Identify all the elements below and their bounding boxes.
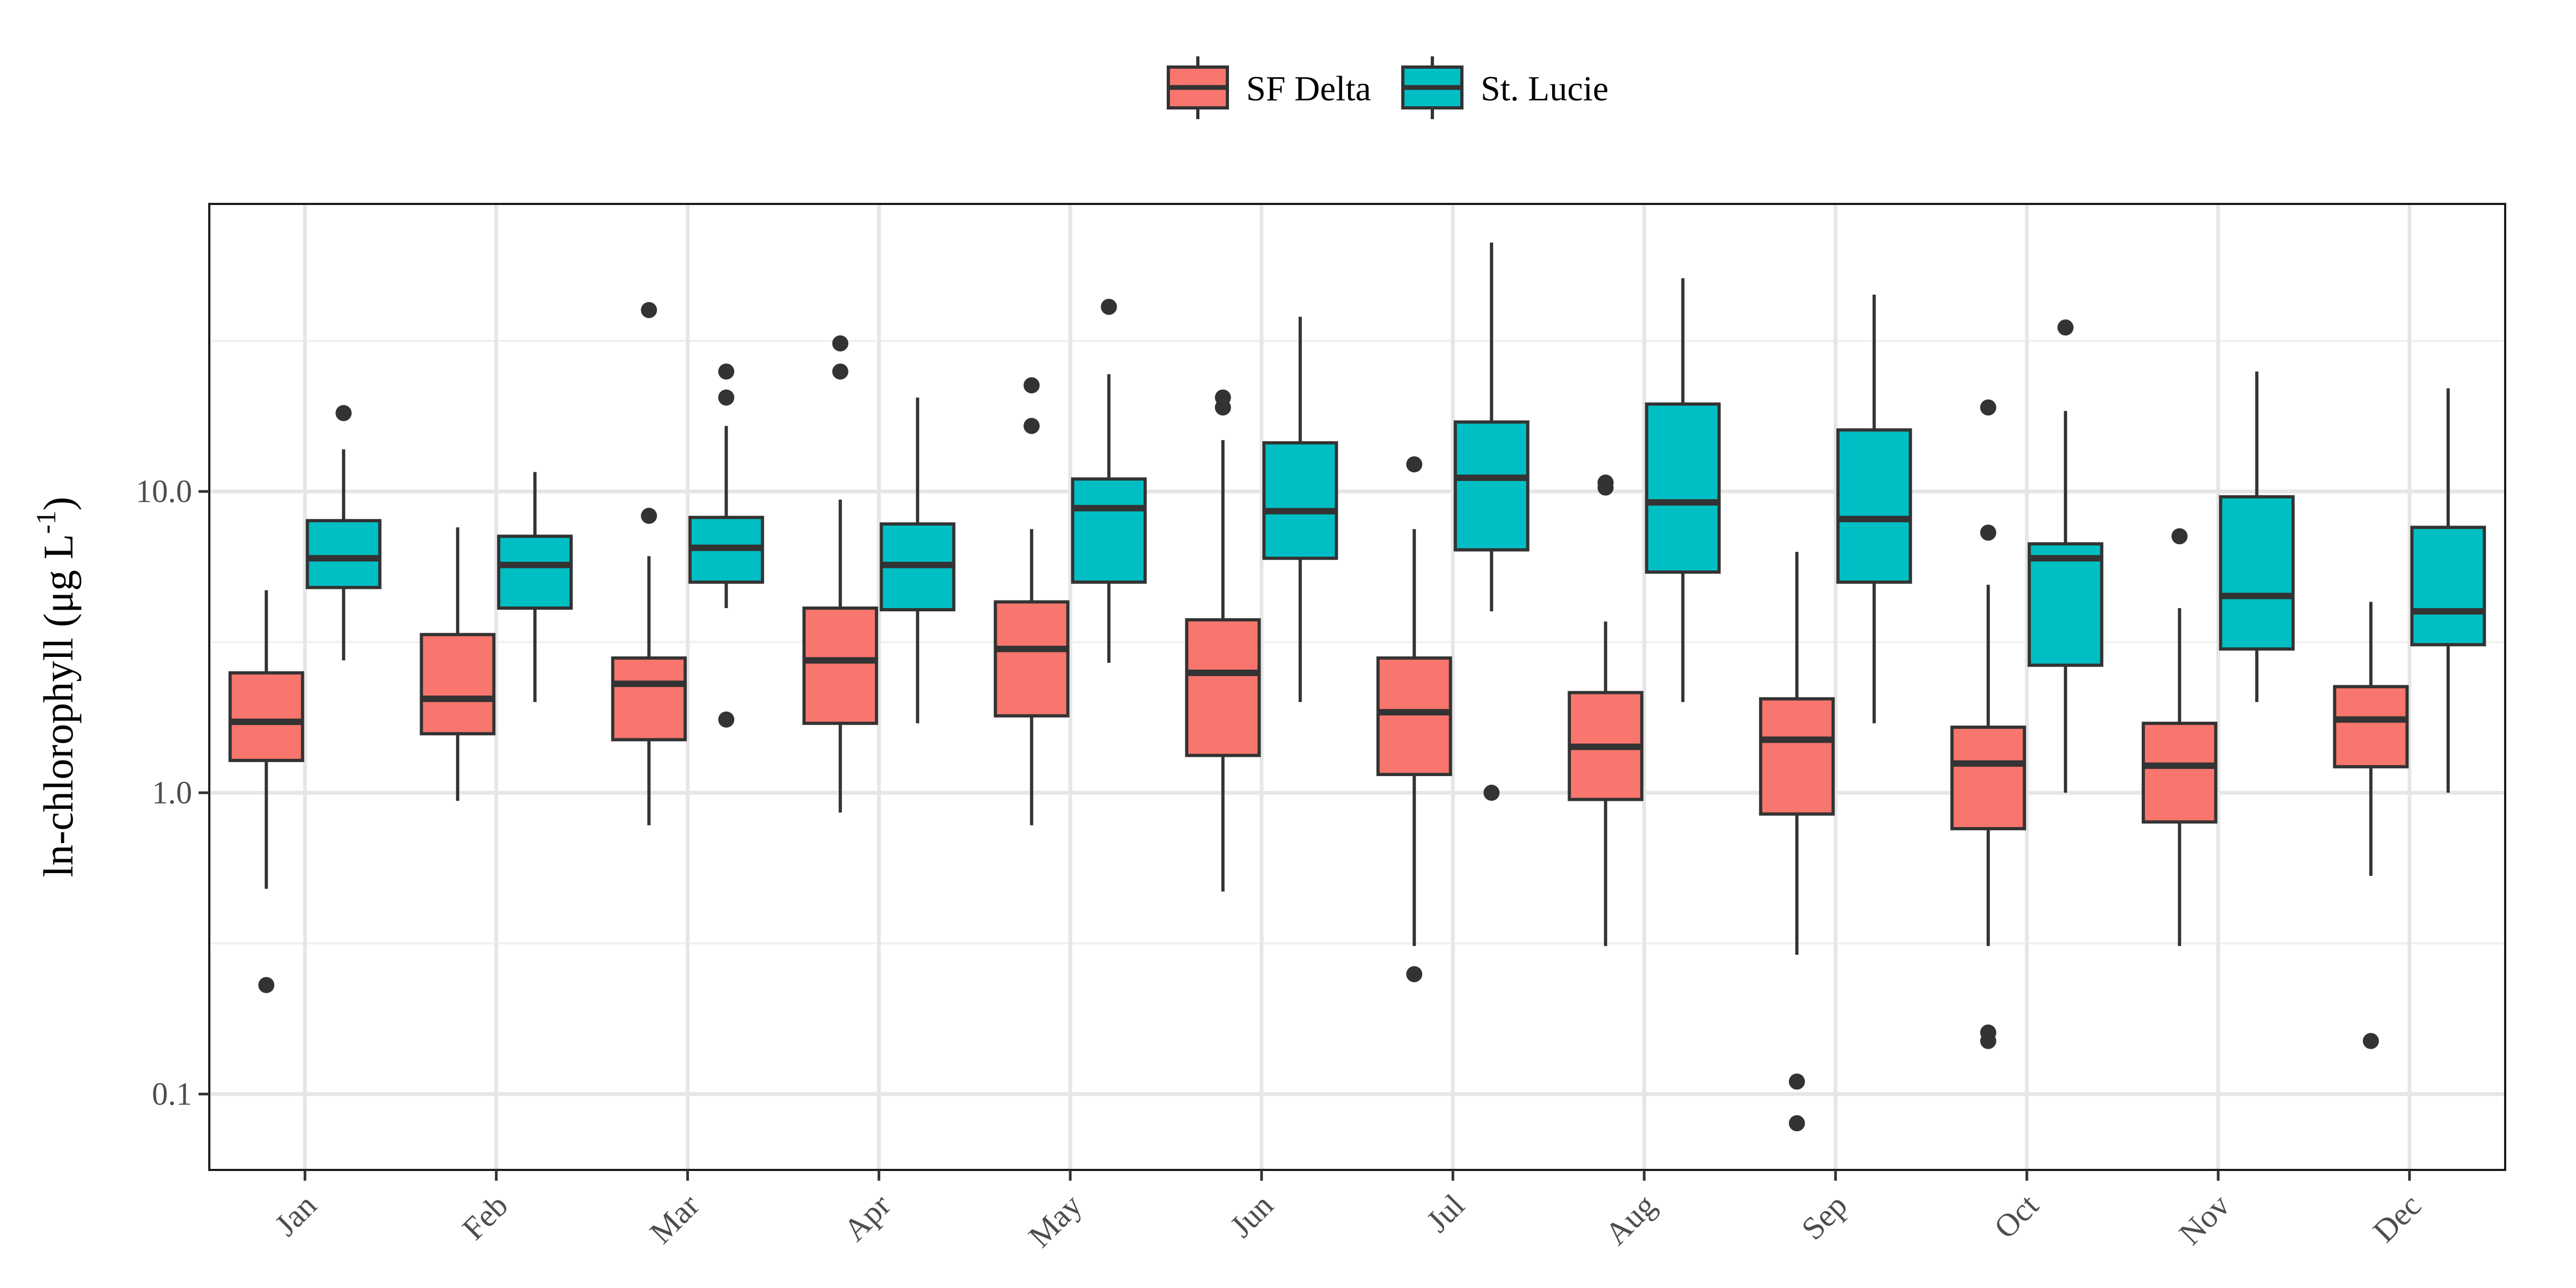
iqr-box bbox=[1376, 656, 1452, 777]
box-st-lucie-jul bbox=[1453, 242, 1529, 801]
box-st-lucie-may bbox=[1071, 298, 1147, 663]
y-tick-label: 0.1 bbox=[152, 1077, 192, 1112]
outlier-point bbox=[1214, 389, 1231, 406]
plot-panel-border bbox=[208, 203, 2506, 1171]
box-sf-delta-dec bbox=[2333, 602, 2409, 1049]
outlier-point bbox=[258, 977, 275, 993]
legend-item-sf-delta: SF Delta bbox=[1167, 56, 1371, 119]
box-sf-delta-may bbox=[993, 377, 1070, 825]
iqr-box bbox=[611, 656, 687, 742]
iqr-box bbox=[2028, 542, 2104, 667]
box-sf-delta-mar bbox=[611, 302, 687, 825]
box-st-lucie-feb bbox=[497, 472, 573, 702]
iqr-box bbox=[1950, 726, 2026, 831]
y-axis: 0.1 1.0 10.0 bbox=[136, 474, 209, 1112]
box-st-lucie-oct bbox=[2028, 319, 2104, 793]
iqr-box bbox=[1262, 441, 1338, 560]
outlier-point bbox=[1597, 474, 1614, 491]
outlier-point bbox=[1023, 377, 1040, 394]
outlier-point bbox=[1980, 399, 1996, 416]
legend: SF Delta St. Lucie bbox=[1167, 56, 1608, 119]
box-sf-delta-apr bbox=[802, 335, 879, 813]
box-sf-delta-oct bbox=[1950, 399, 2026, 1049]
outlier-point bbox=[1406, 966, 1423, 983]
iqr-box bbox=[2219, 495, 2295, 651]
legend-item-st-lucie: St. Lucie bbox=[1401, 56, 1608, 119]
box-sf-delta-nov bbox=[2141, 528, 2218, 946]
outlier-point bbox=[1789, 1115, 1805, 1132]
iqr-box bbox=[2410, 525, 2486, 647]
iqr-box bbox=[1185, 618, 1261, 757]
box-sf-delta-jul bbox=[1376, 456, 1452, 983]
outlier-point bbox=[1980, 524, 1996, 541]
iqr-box bbox=[1645, 402, 1721, 574]
box-sf-delta-feb bbox=[420, 527, 496, 801]
outlier-point bbox=[1789, 1073, 1805, 1090]
box-st-lucie-jun bbox=[1262, 317, 1338, 702]
outlier-point bbox=[1980, 1024, 1996, 1041]
iqr-box bbox=[1759, 697, 1835, 816]
iqr-box bbox=[420, 633, 496, 736]
box-sf-delta-jun bbox=[1185, 389, 1261, 892]
box-st-lucie-jan bbox=[305, 405, 382, 661]
box-sf-delta-jan bbox=[228, 590, 304, 993]
outlier-point bbox=[641, 302, 657, 318]
iqr-box bbox=[2141, 721, 2218, 824]
box-sf-delta-sep bbox=[1759, 552, 1835, 1132]
outlier-point bbox=[718, 363, 735, 380]
y-axis-title-close: ) bbox=[35, 496, 82, 510]
outlier-point bbox=[1483, 785, 1500, 801]
y-axis-title-main: ln-chlorophyll (μg L bbox=[35, 534, 82, 877]
boxes bbox=[228, 242, 2486, 1132]
outlier-point bbox=[832, 335, 848, 352]
outlier-point bbox=[718, 389, 735, 406]
box-st-lucie-aug bbox=[1645, 278, 1721, 702]
grid bbox=[209, 204, 2505, 1170]
iqr-box bbox=[2333, 685, 2409, 769]
iqr-box bbox=[1071, 477, 1147, 584]
box-st-lucie-dec bbox=[2410, 388, 2486, 793]
outlier-point bbox=[335, 405, 352, 421]
box-st-lucie-apr bbox=[880, 397, 956, 723]
iqr-box bbox=[802, 606, 879, 725]
legend-label-sf-delta: SF Delta bbox=[1246, 69, 1371, 108]
box-st-lucie-mar bbox=[688, 363, 764, 728]
y-axis-title-superscript: -1 bbox=[31, 510, 62, 533]
iqr-box bbox=[1453, 420, 1529, 552]
iqr-box bbox=[228, 671, 304, 762]
iqr-box bbox=[993, 600, 1070, 718]
y-tick-label: 10.0 bbox=[136, 474, 192, 509]
box-st-lucie-nov bbox=[2219, 371, 2295, 702]
y-tick-label: 1.0 bbox=[152, 775, 192, 810]
iqr-box bbox=[1836, 428, 1912, 584]
y-axis-title: ln-chlorophyll (μg L-1) bbox=[31, 496, 82, 877]
outlier-point bbox=[2362, 1033, 2379, 1049]
legend-label-st-lucie: St. Lucie bbox=[1481, 69, 1608, 108]
outlier-point bbox=[1406, 456, 1423, 473]
box-sf-delta-aug bbox=[1568, 474, 1644, 946]
outlier-point bbox=[1023, 418, 1040, 434]
outlier-point bbox=[832, 363, 848, 380]
outlier-point bbox=[641, 508, 657, 524]
outlier-point bbox=[718, 711, 735, 728]
iqr-box bbox=[497, 535, 573, 610]
outlier-point bbox=[2171, 528, 2188, 545]
outlier-point bbox=[1101, 298, 1117, 315]
outlier-point bbox=[2057, 319, 2074, 336]
iqr-box bbox=[305, 519, 382, 589]
box-st-lucie-sep bbox=[1836, 295, 1912, 723]
